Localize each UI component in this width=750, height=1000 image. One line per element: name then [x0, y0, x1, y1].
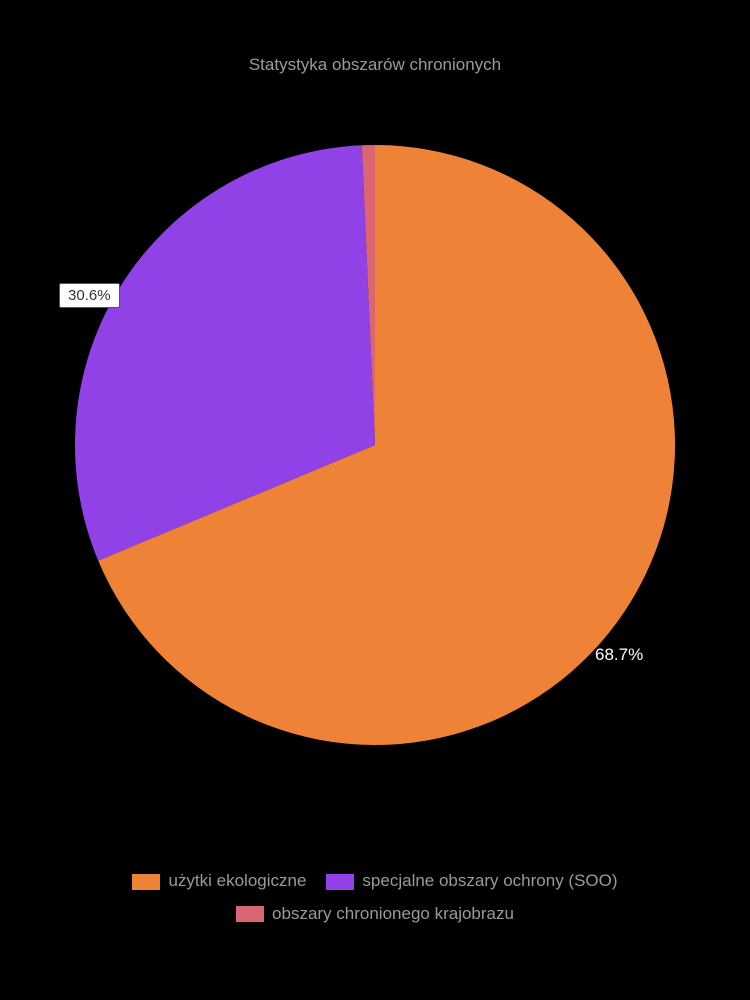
pie-chart-svg [75, 145, 675, 745]
legend-swatch-obszary [236, 906, 264, 922]
legend-item-uzytki: użytki ekologiczne [132, 865, 306, 897]
legend-item-soo: specjalne obszary ochrony (SOO) [326, 865, 617, 897]
chart-title: Statystyka obszarów chronionych [0, 0, 750, 75]
legend-item-obszary: obszary chronionego krajobrazu [236, 898, 514, 930]
slice-label-uzytki: 68.7% [595, 645, 643, 665]
legend-swatch-uzytki [132, 874, 160, 890]
legend: użytki ekologiczne specjalne obszary och… [0, 865, 750, 930]
legend-swatch-soo [326, 874, 354, 890]
legend-label-uzytki: użytki ekologiczne [168, 865, 306, 897]
legend-label-obszary: obszary chronionego krajobrazu [272, 898, 514, 930]
legend-label-soo: specjalne obszary ochrony (SOO) [362, 865, 617, 897]
pie-chart-container: 30.6% 68.7% [75, 145, 675, 745]
slice-label-soo: 30.6% [59, 283, 120, 308]
